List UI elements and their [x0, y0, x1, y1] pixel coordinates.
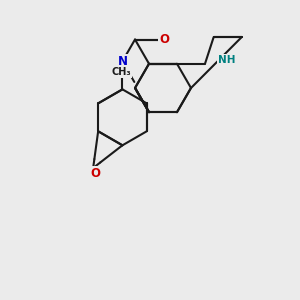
Text: N: N — [117, 55, 128, 68]
Text: NH: NH — [218, 55, 236, 65]
Text: O: O — [90, 167, 100, 181]
Text: O: O — [159, 33, 169, 46]
Text: CH₃: CH₃ — [112, 67, 131, 77]
